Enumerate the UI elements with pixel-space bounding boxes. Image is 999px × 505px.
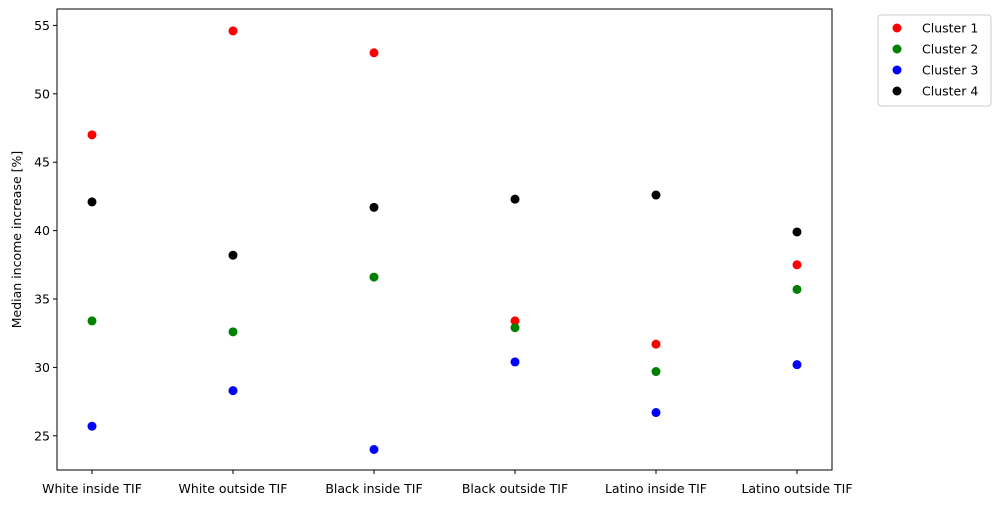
y-tick-label: 50 (34, 86, 50, 101)
point-cluster-2 (87, 316, 97, 326)
point-cluster-1 (510, 316, 520, 326)
legend-marker (892, 65, 902, 75)
y-tick-label: 55 (34, 18, 50, 33)
y-tick-label: 30 (34, 360, 50, 375)
point-cluster-2 (369, 272, 379, 282)
point-cluster-1 (651, 339, 661, 349)
legend-entry: Cluster 3 (922, 63, 978, 78)
legend-marker (892, 86, 902, 96)
point-cluster-1 (792, 260, 802, 270)
x-tick-label: Black inside TIF (325, 481, 422, 496)
legend-marker (892, 44, 902, 54)
legend: Cluster 1 Cluster 2 Cluster 3 Cluster 4 (877, 14, 992, 107)
axes-frame (56, 8, 833, 471)
legend-box (877, 14, 992, 107)
point-cluster-3 (651, 408, 661, 418)
plot-area (87, 26, 802, 454)
point-cluster-2 (228, 327, 238, 337)
x-tick-label: Black outside TIF (462, 481, 568, 496)
axes: 25 30 35 40 45 50 55 White inside TIF White outs… (9, 8, 853, 496)
x-tick-label: White inside TIF (42, 481, 142, 496)
x-tick-label: Latino inside TIF (605, 481, 707, 496)
point-cluster-2 (651, 367, 661, 377)
point-cluster-3 (228, 386, 238, 396)
point-cluster-4 (87, 197, 97, 207)
point-cluster-4 (651, 190, 661, 200)
x-tick-label: Latino outside TIF (741, 481, 852, 496)
y-axis-label: Median income increase [%] (9, 151, 24, 328)
point-cluster-3 (792, 360, 802, 370)
point-cluster-1 (228, 26, 238, 36)
point-cluster-3 (369, 444, 379, 454)
y-tick-label: 40 (34, 223, 50, 238)
y-tick-label: 45 (34, 155, 50, 170)
point-cluster-4 (510, 194, 520, 204)
point-cluster-2 (510, 323, 520, 333)
x-tick-label: White outside TIF (179, 481, 288, 496)
point-cluster-4 (369, 202, 379, 212)
legend-entry: Cluster 2 (922, 42, 978, 57)
legend-entry: Cluster 4 (922, 84, 978, 99)
point-cluster-2 (792, 284, 802, 294)
point-cluster-4 (792, 227, 802, 237)
point-cluster-1 (369, 48, 379, 58)
legend-marker (892, 23, 902, 33)
point-cluster-3 (510, 357, 520, 367)
y-tick-label: 25 (34, 428, 50, 443)
point-cluster-3 (87, 421, 97, 431)
legend-entry: Cluster 1 (922, 21, 978, 36)
y-tick-label: 35 (34, 292, 50, 307)
point-cluster-4 (228, 250, 238, 260)
point-cluster-1 (87, 130, 97, 140)
